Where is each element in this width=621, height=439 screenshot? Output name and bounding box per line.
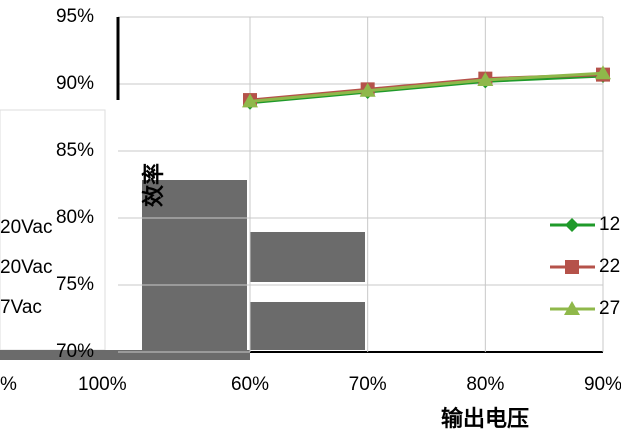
fragment-label: %	[0, 374, 17, 395]
x-tick-label: 90%	[584, 374, 621, 395]
x-tick-label: 80%	[466, 374, 504, 395]
legend-label: 12	[599, 214, 620, 235]
fragment-label: 20Vac	[0, 257, 52, 278]
fragment-panel	[0, 109, 106, 351]
x-tick-label: 60%	[231, 374, 269, 395]
fragment-label: 20Vac	[0, 217, 52, 238]
y-tick-label: 90%	[56, 73, 94, 94]
y-tick-label: 80%	[56, 207, 94, 228]
background	[0, 350, 621, 439]
legend-marker	[565, 218, 579, 232]
x-tick-label: 70%	[349, 374, 387, 395]
fragment-label: 100%	[78, 374, 127, 395]
legend-marker	[564, 301, 580, 315]
legend-marker	[565, 260, 579, 274]
glitch-block	[250, 302, 365, 350]
y-tick-label: 70%	[56, 341, 94, 362]
data-point	[595, 65, 611, 80]
y-tick-label: 75%	[56, 274, 94, 295]
legend-label: 22	[599, 256, 620, 277]
data-point	[242, 93, 258, 108]
fragment-label: 7Vac	[0, 297, 42, 318]
y-axis-label: 效率	[141, 163, 166, 207]
glitch-block	[0, 350, 250, 360]
glitch-block	[142, 180, 247, 350]
y-tick-label: 95%	[56, 6, 94, 27]
series-line	[249, 71, 604, 103]
y-tick-label: 85%	[56, 140, 94, 161]
x-axis-label: 输出电压	[441, 406, 529, 431]
data-point	[477, 71, 494, 86]
data-point	[359, 82, 376, 97]
glitch-block	[250, 232, 365, 282]
series-line	[249, 74, 604, 105]
legend-label: 27	[599, 298, 620, 319]
